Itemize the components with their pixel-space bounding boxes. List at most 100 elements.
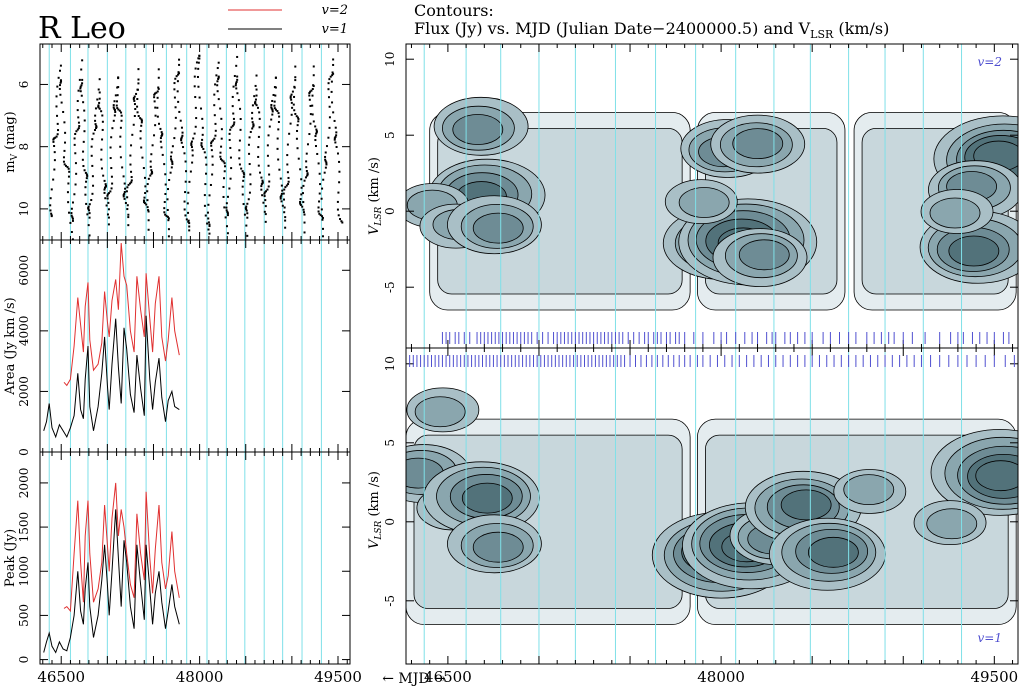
magnitude-point (201, 126, 204, 129)
magnitude-point (173, 137, 176, 140)
magnitude-point (126, 186, 129, 189)
contour-level (738, 239, 790, 271)
y-tick-label: 10 (383, 52, 397, 67)
magnitude-point (241, 185, 244, 188)
area-ylabel: Area (Jy km /s) (3, 297, 18, 395)
magnitude-point (222, 185, 225, 188)
magnitude-point (147, 219, 150, 222)
magnitude-point (271, 110, 274, 113)
magnitude-point (119, 135, 122, 138)
magnitude-point (191, 149, 194, 152)
magnitude-point (236, 78, 239, 81)
magnitude-point (247, 143, 250, 146)
magnitude-point (193, 85, 196, 88)
magnitude-point (280, 200, 283, 203)
magnitude-point (318, 172, 321, 175)
magnitude-point (137, 78, 140, 81)
magnitude-point (228, 138, 231, 141)
magnitude-point (294, 79, 297, 82)
magnitude-point (123, 190, 126, 193)
contour-level (780, 489, 832, 521)
magnitude-point (103, 188, 106, 191)
magnitude-point (223, 170, 226, 173)
magnitude-point (153, 96, 156, 99)
magnitude-point (166, 198, 169, 201)
magnitude-point (323, 171, 326, 174)
magnitude-point (223, 206, 226, 209)
magnitude-point (70, 231, 73, 234)
magnitude-point (167, 219, 170, 222)
magnitude-point (79, 85, 82, 88)
magnitude-point (239, 107, 242, 110)
magnitude-point (164, 173, 167, 176)
magnitude-point (245, 209, 248, 212)
magnitude-point (328, 105, 331, 108)
magnitude-point (94, 119, 97, 122)
magnitude-point (305, 169, 308, 172)
magnitude-point (59, 79, 62, 82)
magnitude-point (56, 114, 59, 117)
magnitude-point (109, 190, 112, 193)
magnitude-point (50, 214, 53, 217)
magnitude-point (217, 75, 220, 78)
magnitude-point (147, 228, 150, 231)
magnitude-point (203, 194, 206, 197)
magnitude-point (312, 65, 315, 68)
magnitude-point (66, 191, 69, 194)
magnitude-point (309, 122, 312, 125)
magnitude-point (297, 157, 300, 160)
magnitude-point (264, 220, 267, 223)
magnitude-point (229, 177, 232, 180)
magnitude-point (257, 146, 260, 149)
magnitude-point (164, 192, 167, 195)
y-tick-label: 0 (17, 448, 31, 456)
magnitude-point (76, 128, 79, 131)
magnitude-point (245, 205, 248, 208)
magnitude-point (177, 73, 180, 76)
magnitude-point (242, 171, 245, 174)
magnitude-point (101, 120, 104, 123)
y-tick-label: 2000 (17, 376, 31, 407)
magnitude-point (211, 155, 214, 158)
magnitude-point (319, 183, 322, 186)
magnitude-point (157, 68, 160, 71)
magnitude-point (279, 197, 282, 200)
magnitude-point (137, 68, 140, 71)
magnitude-point (206, 211, 209, 214)
magnitude-point (102, 174, 105, 177)
magnitude-point (270, 118, 273, 121)
magnitude-point (282, 198, 285, 201)
magnitude-point (309, 90, 312, 93)
magnitude-point (226, 212, 229, 215)
magnitude-point (53, 151, 56, 154)
magnitude-point (55, 105, 58, 108)
magnitude-point (71, 238, 74, 240)
magnitude-point (70, 207, 73, 210)
magnitude-point (278, 168, 281, 171)
magnitude-point (84, 193, 87, 196)
magnitude-point (306, 174, 309, 177)
magnitude-point (305, 166, 308, 169)
magnitude-point (80, 84, 83, 87)
magnitude-point (311, 104, 314, 107)
magnitude-point (91, 192, 94, 195)
contour-level (929, 197, 981, 229)
magnitude-point (308, 94, 311, 97)
magnitude-point (122, 195, 125, 198)
magnitude-point (191, 154, 194, 157)
magnitude-point (91, 164, 94, 167)
magnitude-point (294, 112, 297, 115)
magnitude-point (140, 146, 143, 149)
magnitude-point (110, 136, 113, 139)
magnitude-point (74, 183, 77, 186)
magnitude-point (59, 81, 62, 84)
magnitude-point (306, 172, 309, 175)
magnitude-point (315, 132, 318, 135)
magnitude-point (300, 193, 303, 196)
magnitude-point (328, 116, 331, 119)
contour-level (461, 482, 513, 514)
magnitude-point (286, 171, 289, 174)
magnitude-point (321, 187, 324, 190)
magnitude-point (53, 168, 56, 171)
magnitude-point (267, 185, 270, 188)
